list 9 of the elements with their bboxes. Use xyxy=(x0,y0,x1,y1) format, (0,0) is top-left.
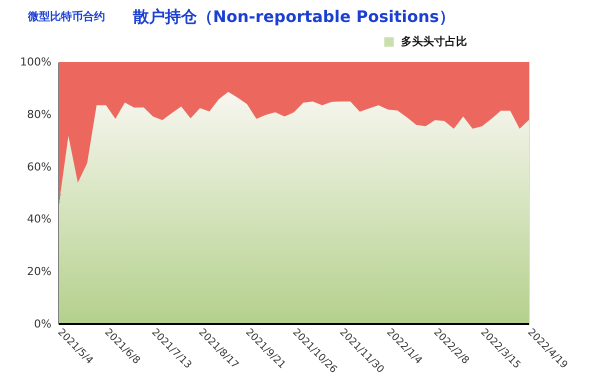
y-tick-label: 0% xyxy=(34,318,52,330)
y-tick-label: 80% xyxy=(27,108,52,121)
y-tick-label: 20% xyxy=(27,265,52,278)
y-tick-label: 40% xyxy=(27,212,52,226)
text: 微型比特币合约 xyxy=(27,10,105,23)
legend-label: 多头头寸占比 xyxy=(401,35,467,48)
chart-title: 散户持仓（Non-reportable Positions） xyxy=(132,7,456,26)
y-tick-label: 100% xyxy=(20,56,52,68)
y-tick-label: 60% xyxy=(27,160,52,174)
